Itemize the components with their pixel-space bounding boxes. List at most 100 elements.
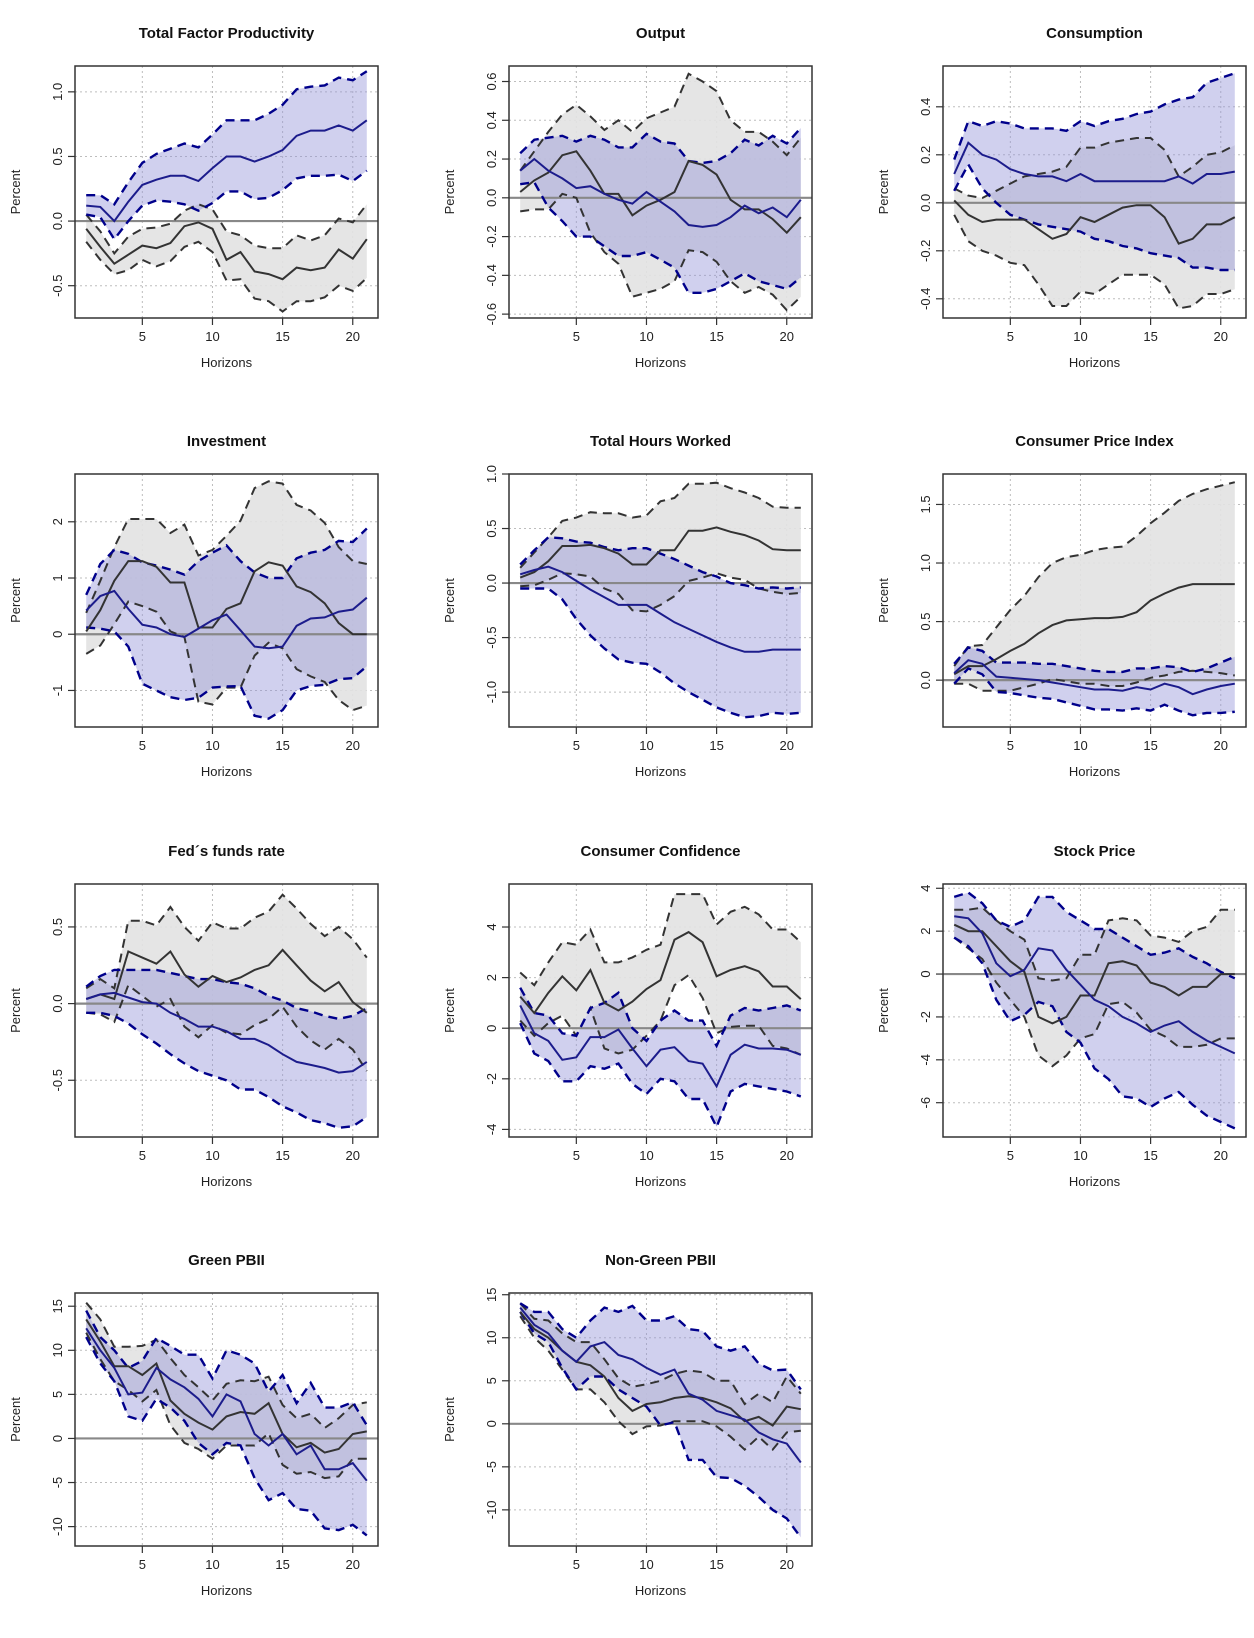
panel-title: Consumer Price Index (1015, 433, 1174, 450)
x-tick-label: 10 (1073, 738, 1087, 753)
panel-output: Output 5 10 15 20 -0.6 -0.4 -0.2 0.0 0.2 0.4 0.6 Hor… (442, 25, 813, 370)
model-b-lower-bound (520, 192, 802, 312)
panel-title: Non-Green PBII (605, 1252, 716, 1269)
y-tick-label: 1.0 (918, 554, 933, 572)
model-b-lower-bound (519, 973, 802, 1056)
y-tick-label: 0.0 (484, 574, 499, 592)
y-axis-label: Percent (442, 578, 457, 623)
x-tick-label: 10 (205, 1148, 219, 1163)
x-tick-label: 5 (1007, 329, 1014, 344)
y-tick-label: 10 (50, 1343, 65, 1357)
y-tick-label: 0.5 (50, 147, 65, 165)
y-axis-label: Percent (8, 1397, 23, 1442)
panel-title: Total Factor Productivity (139, 25, 315, 42)
x-tick-label: 20 (1214, 329, 1228, 344)
panel-green-pbii: Green PBII 5 10 15 20 -10 -5 0 5 10 15 Horizons Perc… (8, 1252, 379, 1598)
plot-frame (508, 1292, 813, 1547)
plot-frame (508, 473, 813, 728)
x-tick-label: 5 (1007, 738, 1014, 753)
model-a-lower-bound (85, 1336, 368, 1537)
model-b-upper-bound (519, 1302, 802, 1406)
y-tick-label: 0.0 (918, 194, 933, 212)
y-tick-label: 0.4 (484, 111, 499, 129)
x-axis-label: Horizons (635, 355, 687, 370)
model-b-lower-bound (953, 214, 1236, 310)
y-tick-label: -10 (484, 1500, 499, 1519)
x-tick-label: 10 (639, 1557, 653, 1572)
model-b-median-line (519, 150, 802, 235)
model-a-confidence-band (520, 987, 801, 1127)
y-tick-label: 10 (484, 1331, 499, 1345)
x-tick-label: 5 (573, 329, 580, 344)
x-tick-label: 15 (1143, 329, 1157, 344)
model-a-median-line (85, 589, 368, 650)
model-b-upper-bound (519, 72, 802, 172)
y-tick-label: 0.0 (50, 995, 65, 1013)
plot-frame (942, 883, 1247, 1138)
model-b-upper-bound (85, 1302, 367, 1430)
model-b-upper-bound (953, 481, 1236, 667)
model-b-median-line (953, 583, 1235, 676)
panel-stock-price: Stock Price 5 10 15 20 -6 -4 -2 0 2 4 Horizons Perce… (876, 843, 1247, 1189)
model-a-confidence-band (954, 73, 1235, 270)
x-axis-label: Horizons (201, 1174, 253, 1189)
x-tick-label: 10 (639, 329, 653, 344)
model-a-lower-bound (953, 936, 1236, 1130)
model-b-lower-bound (954, 669, 1235, 692)
x-tick-label: 10 (1073, 1148, 1087, 1163)
panel-title: Green PBII (188, 1252, 265, 1269)
y-tick-label: 2 (484, 974, 499, 981)
y-tick-label: 1.0 (484, 465, 499, 483)
plot-frame (74, 883, 379, 1138)
y-axis-label: Percent (8, 169, 23, 214)
x-tick-label: 15 (275, 329, 289, 344)
x-tick-label: 5 (139, 329, 146, 344)
model-a-median-line (519, 1004, 802, 1089)
model-a-lower-bound (86, 626, 368, 720)
x-tick-label: 5 (139, 1557, 146, 1572)
model-b-median-line (85, 221, 368, 281)
model-b-confidence-band (86, 481, 367, 711)
model-b-upper-bound (85, 203, 368, 256)
model-b-median-line (85, 1318, 367, 1454)
y-axis-label: Percent (876, 169, 891, 214)
y-tick-label: 0.4 (918, 98, 933, 116)
x-tick-label: 20 (780, 1148, 794, 1163)
y-tick-label: -0.2 (918, 240, 933, 262)
model-a-upper-bound (953, 646, 1236, 674)
panel-title: Investment (187, 433, 266, 450)
x-tick-label: 20 (780, 1557, 794, 1572)
panel-title: Output (636, 25, 685, 42)
y-tick-label: -5 (50, 1477, 65, 1489)
x-axis-label: Horizons (1069, 355, 1121, 370)
x-tick-label: 15 (709, 1148, 723, 1163)
model-b-upper-bound (85, 893, 368, 990)
x-tick-label: 5 (139, 1148, 146, 1163)
model-a-confidence-band (86, 1310, 367, 1536)
y-tick-label: -0.4 (484, 264, 499, 286)
plot-frame (74, 473, 379, 728)
model-a-upper-bound (519, 127, 802, 165)
x-axis-label: Horizons (635, 1174, 687, 1189)
panel-title: Total Hours Worked (590, 433, 731, 450)
model-b-median-line (85, 560, 367, 636)
model-b-confidence-band (520, 1303, 801, 1450)
model-a-lower-bound (953, 666, 1235, 717)
y-tick-label: 0.5 (918, 613, 933, 631)
y-axis-label: Percent (442, 1397, 457, 1442)
x-tick-label: 20 (780, 738, 794, 753)
model-a-confidence-band (954, 892, 1235, 1129)
model-b-lower-bound (85, 240, 368, 313)
model-b-confidence-band (954, 482, 1235, 691)
model-b-lower-bound (86, 983, 368, 1072)
model-a-median-line (953, 659, 1235, 696)
model-a-median-line (86, 119, 368, 223)
y-tick-label: 0 (50, 631, 65, 638)
x-tick-label: 10 (639, 738, 653, 753)
x-axis-label: Horizons (635, 764, 687, 779)
model-a-upper-bound (85, 1310, 368, 1426)
plot-frame (74, 65, 379, 319)
y-tick-label: 0.5 (484, 519, 499, 537)
plot-frame (942, 473, 1247, 728)
model-a-lower-bound (519, 1022, 802, 1130)
